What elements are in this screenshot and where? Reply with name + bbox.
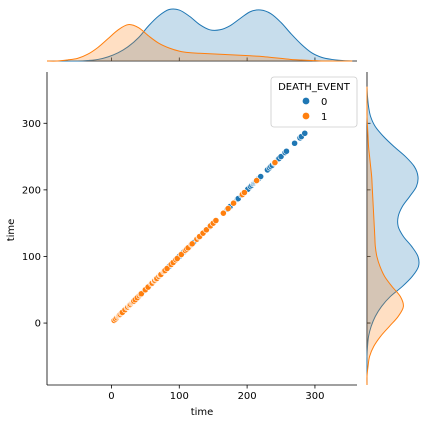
point-1-57 [219, 209, 227, 217]
point-1-61 [240, 189, 248, 196]
main-axes: 0 100 200 300 0 100 200 300 [22, 72, 357, 402]
point-1-58 [224, 205, 232, 212]
legend-label-0: 0 [321, 97, 327, 108]
legend-label-1: 1 [321, 112, 327, 123]
x-tick-label-200: 200 [238, 391, 257, 402]
point-0-66 [277, 153, 285, 160]
y-tick-label-300: 300 [22, 119, 41, 130]
point-0-72 [301, 129, 309, 137]
point-1-59 [230, 199, 237, 207]
axis-labels: time time [6, 219, 213, 418]
x-tick-label-100: 100 [170, 391, 189, 402]
top-density-line-0 [47, 8, 353, 62]
y-axis-label: time [6, 219, 17, 242]
point-1-48 [188, 240, 196, 248]
point-1-43 [177, 251, 185, 258]
legend-frame [270, 76, 358, 128]
point-1-38 [163, 265, 171, 272]
legend-marker-1 [302, 112, 310, 120]
point-1-53 [203, 226, 210, 234]
top-density-fill-1 [47, 24, 353, 62]
point-1-63 [271, 159, 279, 166]
point-1-42 [173, 255, 181, 262]
point-1-23 [137, 290, 145, 298]
right-density-fill-1 [366, 86, 404, 386]
y-tick-label-100: 100 [22, 252, 41, 263]
right-density-fill-0 [366, 86, 420, 386]
top-density-line-1 [46, 24, 353, 62]
x-tick-label-300: 300 [305, 391, 324, 402]
point-0-55 [257, 173, 265, 180]
right-marginal-density [366, 72, 420, 386]
top-density-fill-0 [47, 8, 353, 62]
right-density-line-0 [366, 86, 420, 385]
point-0-68 [283, 147, 290, 155]
point-1-56 [212, 217, 220, 224]
x-axis-label: time [191, 407, 214, 418]
y-tick-label-200: 200 [22, 185, 41, 196]
y-tick-label-0: 0 [35, 319, 41, 330]
point-1-62 [253, 177, 261, 184]
legend: DEATH_EVENT 0 1 [270, 76, 358, 128]
legend-title: DEATH_EVENT [278, 82, 351, 93]
right-density-line-1 [366, 86, 404, 386]
x-tick-label-0: 0 [108, 391, 114, 402]
point-0-69 [291, 139, 298, 147]
legend-marker-0 [302, 97, 310, 105]
top-marginal-density [46, 8, 357, 62]
scatter-points [110, 129, 309, 324]
